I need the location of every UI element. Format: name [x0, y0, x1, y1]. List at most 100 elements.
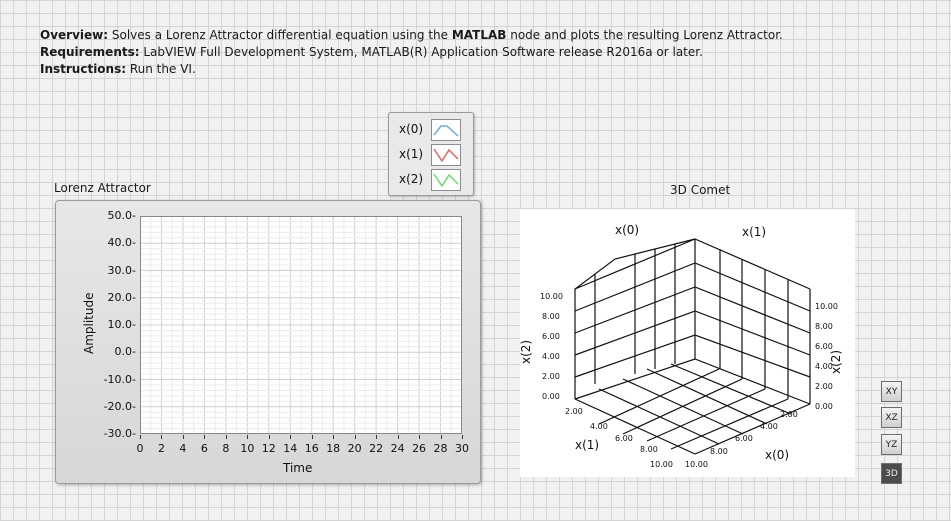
requirements-text: LabVIEW Full Development System, MATLAB(…	[139, 45, 703, 59]
x1-tick: 2.00	[565, 407, 583, 416]
x-tick-label: 0	[136, 442, 144, 455]
x2-axis-label-right: x(2)	[829, 350, 843, 374]
xz-plane-icon: XZ	[885, 413, 898, 423]
x-tick-mark	[376, 435, 378, 439]
lorenz-plot-area[interactable]	[140, 216, 462, 434]
x1-tick: 6.00	[615, 434, 633, 443]
line-swatch-icon[interactable]	[431, 144, 461, 166]
xz-plane-button[interactable]: XZ	[881, 407, 902, 428]
x-tick-mark	[247, 435, 249, 439]
x-tick-label: 2	[157, 442, 165, 455]
3d-view-button[interactable]: 3D	[881, 463, 902, 484]
y-tick-label: 50.0-	[107, 209, 136, 222]
x-tick-mark	[140, 435, 141, 439]
plot-legend[interactable]: x(0) x(1) x(2)	[388, 112, 474, 196]
y-tick-label: 40.0-	[107, 236, 136, 250]
x-tick-label: 24	[390, 442, 405, 455]
3d-comet-plot[interactable]: 10.00 8.00 6.00 4.00 2.00 0.00 10.00 8.0…	[519, 209, 855, 477]
x-tick-label: 18	[326, 442, 341, 455]
z-tick: 2.00	[542, 372, 560, 381]
x-tick-mark	[440, 435, 442, 439]
yz-plane-icon: YZ	[885, 440, 898, 450]
x-tick-mark	[225, 435, 227, 439]
overview-line: Overview: Solves a Lorenz Attractor diff…	[40, 27, 783, 44]
x-tick-label: 6	[200, 442, 208, 455]
z-tick: 4.00	[542, 352, 560, 361]
legend-label: x(2)	[399, 172, 424, 186]
x-tick-mark	[397, 435, 399, 439]
legend-label: x(1)	[399, 147, 424, 161]
x1-axis-label-bottom: x(1)	[575, 438, 599, 452]
x1-tick: 4.00	[590, 422, 608, 431]
x-tick-label: 30	[455, 442, 469, 455]
z-tick: 8.00	[542, 312, 560, 321]
x-tick-mark	[268, 435, 270, 439]
x0-axis-label-bottom: x(0)	[765, 448, 789, 462]
x-tick-label: 28	[433, 442, 448, 455]
swatch-line	[433, 148, 459, 163]
legend-label: x(0)	[399, 122, 424, 136]
swatch-line	[433, 125, 459, 137]
x-tick-mark	[204, 435, 206, 439]
line-swatch-icon[interactable]	[431, 169, 461, 191]
y-tick-label: 30.0-	[107, 263, 136, 277]
x1-axis-label: x(1)	[742, 225, 766, 239]
swatch-line	[433, 173, 459, 188]
x2-axis-label-left: x(2)	[520, 340, 533, 364]
z-tick-right: 0.00	[815, 402, 833, 411]
x1-tick: 8.00	[640, 445, 658, 454]
x1-tick: 10.00	[650, 460, 673, 469]
x-tick-mark	[419, 435, 421, 439]
x-axis-label: Time	[283, 461, 313, 475]
vi-description: Overview: Solves a Lorenz Attractor diff…	[40, 27, 783, 78]
lorenz-chart-title: Lorenz Attractor	[54, 181, 151, 195]
x-tick-mark	[182, 435, 184, 439]
lorenz-chart-panel: 50.0- 40.0- 30.0- 20.0- 10.0- 0.0- -10.0- -20.0…	[55, 200, 481, 484]
x-tick-label: 4	[179, 442, 187, 455]
z-tick: 0.00	[542, 392, 560, 401]
x0-axis-label: x(0)	[615, 223, 639, 237]
y-tick-label: 10.0-	[107, 318, 136, 331]
x-tick-label: 8	[222, 442, 230, 455]
line-swatch-icon[interactable]	[431, 119, 461, 141]
x-tick-mark	[290, 435, 292, 439]
x-tick-label: 14	[283, 442, 298, 455]
x0-tick: 2.00	[780, 410, 798, 419]
y-tick-label: -20.0-	[103, 399, 136, 413]
x-tick-label: 20	[347, 442, 362, 455]
xy-plane-button[interactable]: XY	[881, 381, 902, 402]
3d-axis-labels: x(0) x(1) x(2) x(2) x(1) x(0)	[519, 223, 843, 462]
x-tick-mark	[311, 435, 313, 439]
x-tick-mark	[354, 435, 356, 439]
x-tick-label: 22	[369, 442, 384, 455]
z-tick: 10.00	[540, 292, 563, 301]
instructions-label: Instructions:	[40, 62, 127, 76]
requirements-label: Requirements:	[40, 45, 140, 59]
y-tick-label: -30.0-	[103, 427, 136, 440]
z-tick: 6.00	[542, 332, 560, 341]
3d-comet-graph[interactable]: 10.00 8.00 6.00 4.00 2.00 0.00 10.00 8.0…	[519, 209, 855, 477]
x-tick-mark	[161, 435, 163, 439]
requirements-line: Requirements: LabVIEW Full Development S…	[40, 44, 783, 61]
y-tick-label: -10.0-	[103, 372, 136, 386]
x-tick-label: 12	[261, 442, 276, 455]
x0-tick: 10.00	[685, 460, 708, 469]
y-axis-label: Amplitude	[82, 292, 96, 355]
z-tick-right: 2.00	[815, 382, 833, 391]
comet-chart-title: 3D Comet	[670, 183, 731, 197]
yz-plane-button[interactable]: YZ	[881, 434, 902, 455]
3d-view-icon: 3D	[885, 469, 898, 479]
x-tick-label: 10	[240, 442, 255, 455]
overview-bold: MATLAB	[451, 28, 507, 42]
3d-axis-ticks: 10.00 8.00 6.00 4.00 2.00 0.00 10.00 8.0…	[540, 292, 838, 469]
x0-tick: 4.00	[760, 422, 778, 431]
y-tick-label: 0.0-	[114, 345, 136, 359]
z-tick-right: 4.00	[815, 362, 833, 371]
overview-label: Overview:	[40, 28, 109, 42]
instructions-line: Instructions: Run the VI.	[40, 61, 783, 78]
overview-text-2: node and plots the resulting Lorenz Attr…	[506, 28, 783, 42]
x0-tick: 6.00	[735, 434, 753, 443]
overview-text: Solves a Lorenz Attractor differential e…	[108, 28, 452, 42]
x-tick-label: 16	[304, 442, 319, 455]
y-tick-label: 20.0-	[107, 290, 136, 304]
